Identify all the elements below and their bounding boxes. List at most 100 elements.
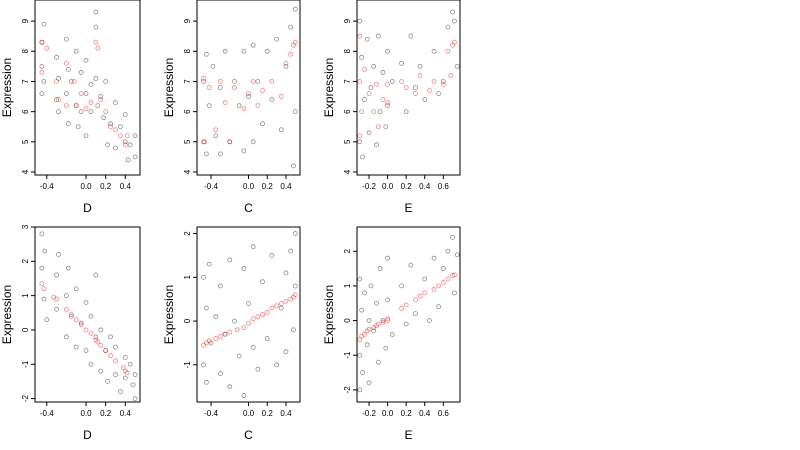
series-1 [201, 231, 298, 398]
y-tick-label: 5 [183, 139, 192, 144]
y-tick-label: 4 [21, 169, 30, 174]
fitted-point [39, 281, 45, 287]
data-point [65, 66, 71, 72]
data-point [359, 54, 365, 60]
data-point [366, 130, 372, 136]
fitted-point [385, 82, 391, 87]
fitted-point [250, 316, 256, 322]
data-point [436, 304, 442, 310]
data-point [445, 24, 451, 30]
x-axis-label: E [404, 201, 412, 215]
data-point [292, 231, 298, 236]
data-point [380, 318, 386, 323]
data-point [241, 48, 247, 54]
fitted-point [260, 312, 265, 317]
data-point [203, 151, 209, 157]
x-axis-label: E [404, 428, 412, 442]
fitted-point [385, 100, 391, 105]
data-point [213, 133, 219, 139]
data-point [113, 145, 118, 151]
data-point [64, 334, 69, 340]
data-point [83, 57, 89, 63]
data-point [389, 332, 395, 337]
y-tick-label: 2 [343, 248, 352, 253]
y-tick-label: 8 [21, 49, 30, 54]
fitted-point [292, 39, 298, 45]
data-point [422, 276, 428, 282]
data-point [75, 124, 81, 130]
fitted-point [218, 79, 223, 84]
data-point [450, 9, 455, 15]
fitted-point [385, 316, 391, 322]
data-point [201, 79, 206, 84]
x-tick-label: 0.4 [280, 182, 292, 191]
data-point [54, 272, 59, 278]
data-point [241, 148, 247, 154]
data-point [368, 283, 374, 289]
y-tick-label: 9 [343, 18, 352, 23]
data-point [218, 151, 223, 157]
fitted-point [436, 283, 442, 289]
data-point [125, 157, 131, 163]
data-point [260, 279, 265, 285]
fitted-point [64, 103, 69, 109]
y-tick-label: -2 [343, 386, 352, 394]
data-point [88, 313, 94, 319]
y-tick-label: 5 [21, 139, 30, 144]
fitted-point [54, 296, 59, 302]
fitted-point [83, 106, 89, 112]
fitted-point [380, 97, 386, 102]
data-point [288, 24, 294, 30]
fitted-point [292, 292, 298, 298]
x-tick-label: 0.4 [120, 182, 132, 191]
data-point [83, 133, 89, 139]
x-tick-label: -0.4 [40, 409, 54, 418]
data-point [283, 270, 289, 276]
fitted-point [399, 306, 404, 311]
fitted-point [68, 312, 74, 317]
data-point [364, 342, 370, 348]
data-point [127, 142, 133, 148]
data-point [68, 313, 74, 319]
x-axis-label: C [244, 428, 253, 442]
plot-frame [34, 0, 141, 176]
data-point [56, 252, 61, 257]
x-tick-label: 0.2 [100, 409, 112, 418]
data-point [436, 91, 442, 96]
data-point [227, 384, 233, 390]
panel-1: -0.4 0.0 0.2 0.4 4 5 6 7 8 9 D Expression [0, 0, 141, 215]
fitted-point [445, 48, 451, 54]
data-point [431, 255, 437, 261]
fitted-point [274, 303, 279, 309]
data-point [440, 266, 446, 271]
data-point [389, 79, 395, 84]
data-point [213, 314, 219, 320]
fitted-point [264, 309, 270, 315]
y-tick-label: 6 [183, 109, 192, 114]
y-tick-label: 7 [343, 79, 352, 84]
data-point [132, 133, 138, 139]
y-tick-label: 6 [21, 109, 30, 114]
fitted-point [54, 79, 59, 84]
data-point [64, 91, 69, 96]
fitted-point [213, 127, 219, 133]
fitted-point [213, 336, 219, 341]
data-point [88, 361, 94, 367]
data-point [78, 70, 84, 75]
fitted-point [366, 326, 372, 332]
fitted-point [98, 97, 104, 102]
data-point [255, 366, 261, 372]
fitted-point [73, 103, 79, 109]
data-point [359, 307, 365, 313]
fitted-point [98, 342, 104, 348]
y-tick-label: 7 [21, 79, 30, 84]
fitted-point [227, 329, 233, 335]
y-tick-label: 1 [343, 283, 352, 288]
data-point [385, 103, 391, 109]
data-point [98, 327, 104, 333]
data-point [83, 91, 89, 96]
data-point [246, 94, 251, 99]
fitted-point [241, 106, 247, 112]
x-tick-label: 0.4 [280, 409, 292, 418]
